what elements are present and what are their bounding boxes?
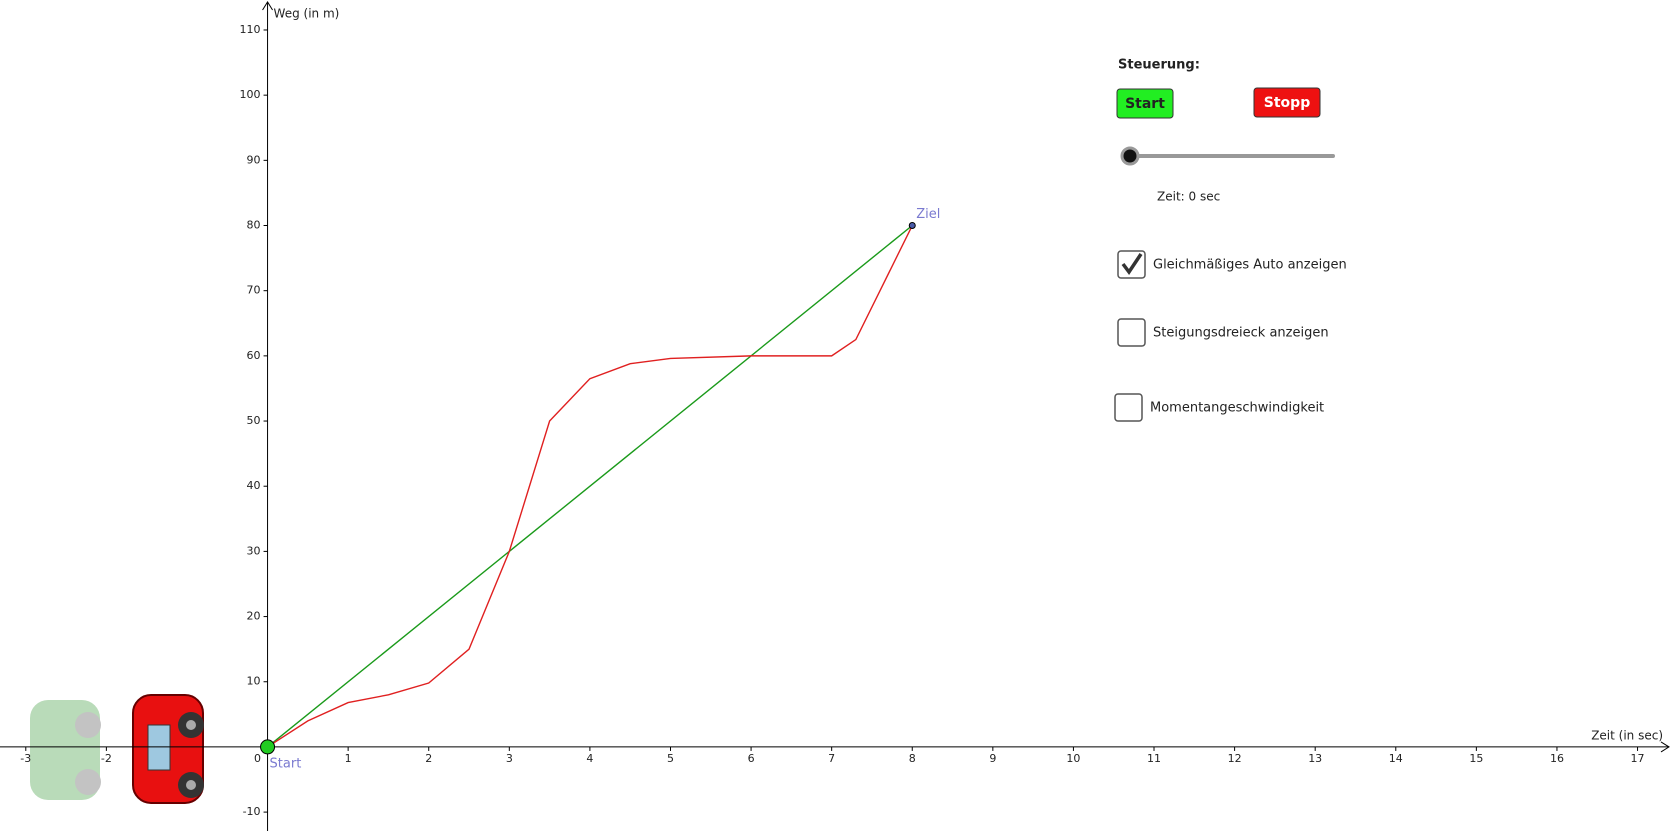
red-car [132,694,204,804]
x-tick-label: 1 [345,752,352,765]
y-tick-label: 70 [247,284,261,297]
x-tick-label: -3 [20,752,31,765]
x-tick-label: 17 [1631,752,1645,765]
x-tick-label: 14 [1389,752,1403,765]
x-tick-label: 11 [1147,752,1161,765]
curve [267,224,913,748]
x-tick-label: 2 [425,752,432,765]
y-tick-label: 100 [240,88,261,101]
x-tick-label: 3 [506,752,513,765]
y-tick-label: 90 [247,153,261,166]
stop-button[interactable] [1253,87,1321,118]
checkbox-label[interactable]: Gleichmäßiges Auto anzeigen [1153,258,1347,273]
start-button[interactable] [1116,88,1174,119]
stop-button-label[interactable]: Stopp [1264,95,1310,111]
point [908,222,916,230]
y-tick-label: 30 [247,544,261,557]
y-tick-label: -10 [243,805,261,818]
controls-heading: Steuerung: [1118,58,1200,73]
point-label: Start [270,756,302,771]
x-tick-label: 16 [1550,752,1564,765]
point [260,739,276,755]
y-tick-label: 80 [247,219,261,232]
slider-knob[interactable] [1120,146,1140,166]
checkbox-label[interactable]: Momentangeschwindigkeit [1150,401,1324,416]
x-tick-label: -2 [101,752,112,765]
x-tick-label: 5 [667,752,674,765]
x-tick-label: 0 [254,752,261,765]
checkmark[interactable] [1121,253,1143,276]
checkbox[interactable] [1114,393,1143,422]
x-tick-label: 15 [1469,752,1483,765]
y-tick-label: 10 [247,675,261,688]
y-tick-label: 60 [247,349,261,362]
x-tick-label: 8 [909,752,916,765]
x-axis-arrow [1660,741,1670,753]
faded-car [30,700,101,800]
curve [267,225,913,748]
x-tick-label: 6 [748,752,755,765]
y-tick-label: 110 [240,23,261,36]
slider-label: Zeit: 0 sec [1157,190,1220,204]
checkbox[interactable] [1117,318,1146,347]
x-axis-label: Zeit (in sec) [1591,728,1663,742]
y-tick-label: 40 [247,479,261,492]
checkbox-label[interactable]: Steigungsdreieck anzeigen [1153,326,1329,341]
x-tick-label: 9 [989,752,996,765]
x-tick-label: 4 [586,752,593,765]
y-tick-label: 50 [247,414,261,427]
x-tick-label: 7 [828,752,835,765]
x-tick-label: 13 [1308,752,1322,765]
point-label: Ziel [916,207,940,222]
y-tick-label: 20 [247,610,261,623]
x-tick-label: 12 [1228,752,1242,765]
y-axis-arrow [262,1,273,11]
start-button-label[interactable]: Start [1125,96,1165,112]
y-axis-label: Weg (in m) [274,7,340,21]
x-tick-label: 10 [1066,752,1080,765]
